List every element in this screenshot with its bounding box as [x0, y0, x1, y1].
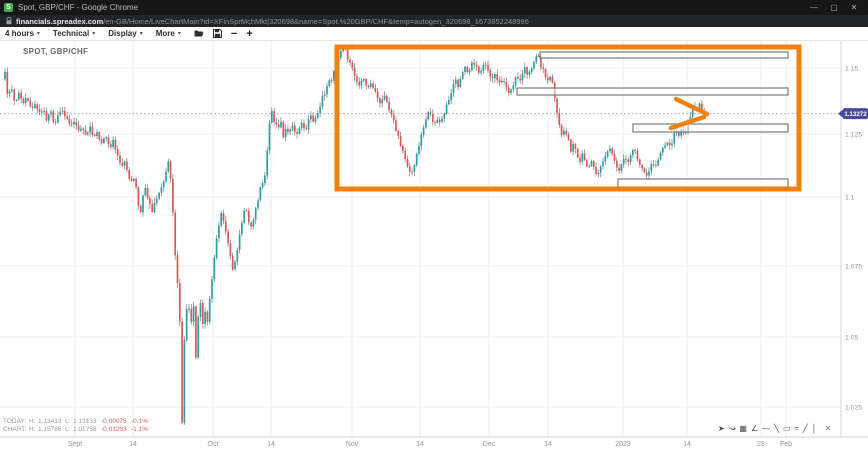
display-label: Display	[108, 29, 137, 38]
svg-text:14: 14	[544, 441, 552, 448]
ray-icon[interactable]: ╱	[802, 424, 808, 433]
more-label: More	[155, 29, 175, 38]
chart-toolbar: 4 hours ▾ Technical ▾ Display ▾ More ▾ −…	[0, 27, 868, 41]
candles	[4, 44, 706, 425]
svg-text:Sept: Sept	[68, 441, 82, 448]
rectangle-icon[interactable]: ▭	[782, 424, 791, 433]
svg-text:1.1: 1.1	[845, 194, 855, 201]
chart-low: 1.01758	[73, 426, 97, 433]
today-change: -0.00075	[101, 418, 127, 425]
chevron-down-icon: ▾	[36, 31, 40, 37]
timeframe-dropdown[interactable]: 4 hours ▾	[5, 29, 40, 38]
window-title: Spot, GBP/CHF - Google Chrome	[18, 3, 139, 12]
legend-row-chart: CHART: H: 1.15786 L: 1.01758 -0.01293 -1.1%	[3, 426, 148, 433]
address-bar[interactable]: financials.spreadex.com/en-GB/Home/LiveC…	[0, 15, 868, 27]
legend-label: TODAY:	[3, 418, 27, 425]
price-zone-rectangles[interactable]	[516, 51, 789, 188]
chart-legend: TODAY: H: 1.13413 L: 1.13133 -0.00075 -0.1% CH…	[3, 418, 148, 434]
svg-text:1.025: 1.025	[845, 404, 862, 411]
freehand-icon[interactable]: ↝	[728, 424, 736, 433]
more-dropdown[interactable]: More ▾	[156, 29, 181, 38]
url-path: /en-GB/Home/LiveChartMain?id=XFinSprMchM…	[103, 16, 529, 26]
svg-text:1.125: 1.125	[845, 131, 862, 138]
minimize-button[interactable]: —	[810, 3, 818, 12]
timeframe-label: 4 hours	[5, 29, 34, 38]
chevron-down-icon: ▾	[92, 31, 96, 37]
svg-text:1.15: 1.15	[845, 65, 858, 72]
svg-text:14: 14	[267, 441, 275, 448]
save-icon[interactable]	[212, 29, 222, 38]
chevron-down-icon: ▾	[177, 31, 181, 37]
angle-lines-icon[interactable]: ∠	[750, 424, 759, 433]
horizontal-line-icon[interactable]: —	[762, 424, 771, 433]
svg-text:1.13272: 1.13272	[844, 111, 867, 118]
svg-text:14: 14	[683, 441, 691, 448]
delete-drawing-icon[interactable]: ✕	[824, 424, 832, 433]
price-chart[interactable]: 1.13272 1.15 1.125 1.1 1.075 1.05 1.025 Sept 14 O…	[0, 41, 868, 452]
svg-text:Nov: Nov	[346, 441, 359, 448]
symbol-label: SPOT, GBP/CHF	[23, 47, 89, 56]
today-high: 1.13413	[38, 418, 62, 425]
svg-text:Oct: Oct	[208, 441, 219, 448]
chart-area: 1.13272 1.15 1.125 1.1 1.075 1.05 1.025 Sept 14 O…	[0, 41, 868, 452]
pointer-icon[interactable]: ➤	[718, 424, 725, 433]
zoom-in-button[interactable]: +	[246, 27, 253, 40]
y-axis-labels: 1.15 1.125 1.1 1.075 1.05 1.025	[845, 65, 862, 411]
chevron-annotation[interactable]	[668, 96, 710, 131]
display-dropdown[interactable]: Display ▾	[108, 29, 142, 38]
window-controls: — ▢ ✕	[804, 0, 864, 15]
svg-text:Dec: Dec	[483, 441, 496, 448]
chevron-down-icon: ▾	[139, 31, 143, 37]
chart-change-pct: -1.1%	[131, 426, 148, 433]
url-text[interactable]: financials.spreadex.com/en-GB/Home/LiveC…	[16, 17, 529, 26]
svg-text:14: 14	[416, 441, 424, 448]
technical-label: Technical	[52, 29, 90, 38]
today-change-pct: -0.1%	[131, 418, 148, 425]
svg-text:1.075: 1.075	[845, 263, 862, 270]
trendline-icon[interactable]: ╲	[774, 424, 779, 433]
svg-text:14: 14	[129, 441, 137, 448]
chart-high: 1.15786	[38, 426, 62, 433]
svg-text:2023: 2023	[615, 441, 631, 448]
title-bar: S Spot, GBP/CHF - Google Chrome — ▢ ✕	[0, 0, 868, 15]
lock-icon	[6, 17, 12, 25]
gridlines	[0, 41, 868, 438]
site-favicon: S	[4, 3, 13, 12]
url-domain: financials.spreadex.com	[16, 16, 104, 26]
svg-text:28: 28	[757, 441, 765, 448]
ellipse-icon[interactable]: ≈	[794, 424, 799, 433]
svg-text:1.05: 1.05	[845, 334, 858, 341]
open-folder-icon[interactable]	[194, 29, 204, 38]
today-low: 1.13133	[73, 418, 97, 425]
chart-change: -0.01293	[101, 426, 127, 433]
legend-row-today: TODAY: H: 1.13413 L: 1.13133 -0.00075 -0.1%	[3, 418, 148, 425]
drawing-toolbar: ➤ ↝ ▦ ∠ — ╲ ▭ ≈ ╱ │ ✕	[714, 423, 831, 435]
legend-label: CHART:	[3, 426, 27, 433]
current-price-tag: 1.13272	[838, 108, 868, 120]
grid-icon[interactable]: ▦	[739, 424, 747, 433]
close-button[interactable]: ✕	[850, 3, 858, 12]
svg-text:Feb: Feb	[780, 441, 792, 448]
maximize-button[interactable]: ▢	[830, 3, 838, 12]
zoom-out-button[interactable]: −	[230, 27, 238, 40]
x-axis-labels: Sept 14 Oct 14 Nov 14 Dec 14 2023 14 28 Feb	[68, 441, 792, 448]
highlight-box[interactable]	[334, 44, 802, 192]
vertical-line-icon[interactable]: │	[811, 424, 817, 433]
technical-dropdown[interactable]: Technical ▾	[53, 29, 95, 38]
